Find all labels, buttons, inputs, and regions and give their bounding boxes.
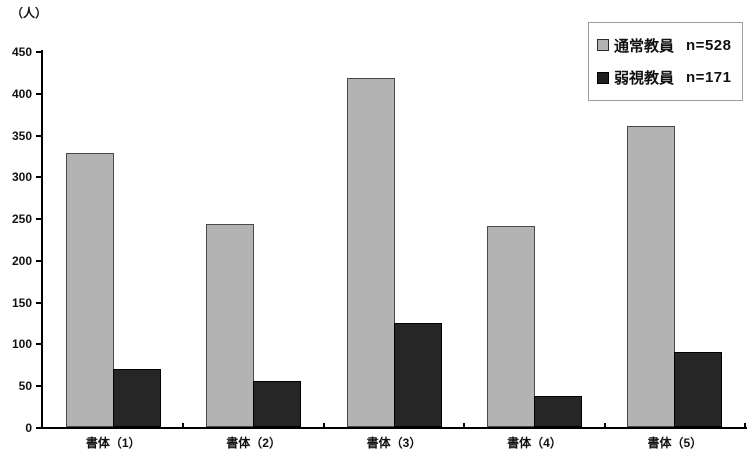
bar-弱視教員-書体（3） xyxy=(393,323,442,427)
bar-弱視教員-書体（4） xyxy=(533,396,582,427)
legend: 通常教員 n=528 弱視教員 n=171 xyxy=(588,22,743,101)
bar-通常教員-書体（2） xyxy=(206,224,255,427)
x-label-4: 書体（4） xyxy=(507,436,562,450)
x-axis-labels: 書体（1） 書体（2） 書体（3） 書体（4） 書体（5） xyxy=(43,434,745,451)
y-tick-label: 50 xyxy=(18,379,32,394)
y-tick-label: 150 xyxy=(11,295,32,310)
y-tick-mark xyxy=(36,134,41,137)
legend-marker-icon xyxy=(597,71,609,84)
y-tick-mark xyxy=(36,51,41,53)
bar-group-4 xyxy=(464,0,604,427)
y-tick-mark xyxy=(36,427,41,429)
legend-series-name: 通常教員 xyxy=(614,37,675,55)
bar-通常教員-書体（4） xyxy=(486,226,535,427)
y-tick-mark xyxy=(36,259,41,262)
bar-group-3 xyxy=(324,0,464,427)
y-tick-label: 250 xyxy=(11,212,32,227)
bar-弱視教員-書体（1） xyxy=(112,369,161,427)
x-label-3: 書体（3） xyxy=(366,436,422,450)
bar-弱視教員-書体（2） xyxy=(253,381,302,427)
y-tick-label: 100 xyxy=(11,337,32,352)
y-axis-line xyxy=(41,50,43,429)
x-tick-mark xyxy=(463,423,466,429)
bar-通常教員-書体（5） xyxy=(627,126,676,427)
y-tick-mark xyxy=(36,176,41,179)
y-tick-mark xyxy=(36,343,41,346)
x-label-2: 書体（2） xyxy=(226,436,281,450)
y-tick-label: 300 xyxy=(11,170,32,185)
legend-series-count: n=528 xyxy=(686,36,732,54)
y-tick-label: 450 xyxy=(11,45,32,59)
y-tick-mark xyxy=(36,218,41,221)
legend-item-弱視教員: 弱視教員 n=171 xyxy=(597,67,734,88)
legend-series-name: 弱視教員 xyxy=(614,70,675,88)
x-label-1: 書体（1） xyxy=(85,436,141,450)
bar-通常教員-書体（1） xyxy=(65,153,114,427)
x-label-5: 書体（5） xyxy=(647,436,703,450)
y-tick-label: 400 xyxy=(11,86,32,101)
bar-弱視教員-書体（5） xyxy=(674,352,723,427)
x-tick-mark xyxy=(744,423,746,429)
legend-marker-icon xyxy=(597,39,609,52)
x-axis-line xyxy=(41,427,747,429)
x-tick-mark xyxy=(322,423,325,429)
y-tick-mark xyxy=(36,301,41,304)
y-tick-label: 350 xyxy=(11,128,32,143)
bar-group-2 xyxy=(183,0,323,427)
x-tick-mark xyxy=(603,423,606,429)
bar-通常教員-書体（3） xyxy=(346,78,395,427)
y-tick-label: 0 xyxy=(25,421,32,435)
y-tick-mark xyxy=(36,385,41,388)
legend-item-通常教員: 通常教員 n=528 xyxy=(597,35,734,56)
y-axis-unit-label: （人） xyxy=(11,6,48,20)
plot-area xyxy=(43,0,745,427)
y-tick-label: 200 xyxy=(11,253,32,268)
bar-group-5 xyxy=(605,0,745,427)
bar-group-1 xyxy=(43,0,183,427)
x-tick-mark xyxy=(182,423,185,429)
y-tick-mark xyxy=(36,92,41,95)
legend-series-count: n=171 xyxy=(686,69,732,87)
